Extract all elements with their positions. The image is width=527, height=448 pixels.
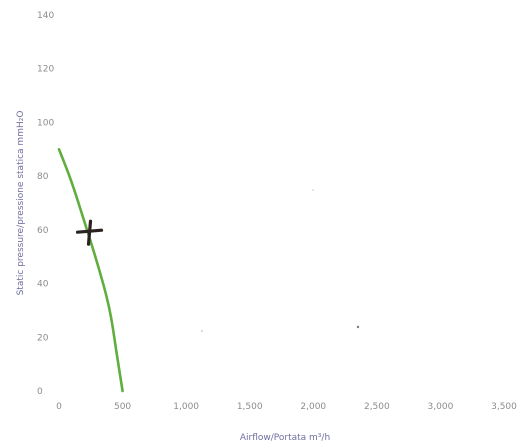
y-tick-label: 100 bbox=[37, 118, 54, 128]
marker-layer bbox=[75, 219, 104, 246]
y-tick-label: 60 bbox=[37, 226, 49, 236]
operating-point-marker bbox=[75, 219, 104, 246]
series-point bbox=[121, 390, 124, 392]
scan-speck bbox=[356, 325, 360, 329]
series-point bbox=[115, 349, 118, 352]
y-tick-label: 120 bbox=[37, 65, 54, 75]
x-tick-label: 3,000 bbox=[428, 402, 454, 412]
y-tick-label: 40 bbox=[37, 280, 49, 290]
scan-speck bbox=[201, 330, 203, 332]
x-axis-title: Airflow/Portata m³/h bbox=[240, 433, 330, 443]
y-tick-label: 0 bbox=[37, 387, 43, 397]
series-point bbox=[70, 180, 73, 183]
x-axis-ticks: 0 500 1,000 1,500 2,000 2,500 3,000 3,500 bbox=[56, 402, 517, 412]
x-tick-label: 1,000 bbox=[173, 402, 199, 412]
series-point bbox=[58, 148, 60, 151]
series-point bbox=[109, 306, 111, 309]
scan-speck bbox=[312, 189, 314, 191]
x-tick-label: 1,500 bbox=[237, 402, 263, 412]
series-point bbox=[83, 221, 86, 223]
x-tick-label: 2,500 bbox=[364, 402, 390, 412]
series-point bbox=[96, 261, 98, 263]
y-axis-ticks: 0 20 40 60 80 100 120 140 bbox=[37, 11, 54, 397]
series-layer bbox=[57, 147, 124, 393]
x-tick-label: 500 bbox=[114, 402, 131, 412]
y-tick-label: 80 bbox=[37, 172, 49, 182]
y-tick-label: 20 bbox=[37, 333, 49, 343]
y-tick-label: 140 bbox=[37, 11, 54, 21]
x-tick-label: 2,000 bbox=[300, 402, 326, 412]
x-tick-label: 0 bbox=[56, 402, 62, 412]
y-axis-title: Static pressure/pressione statica mmH₂O bbox=[16, 111, 26, 296]
x-tick-label: 3,500 bbox=[491, 402, 517, 412]
series-line bbox=[57, 147, 124, 393]
